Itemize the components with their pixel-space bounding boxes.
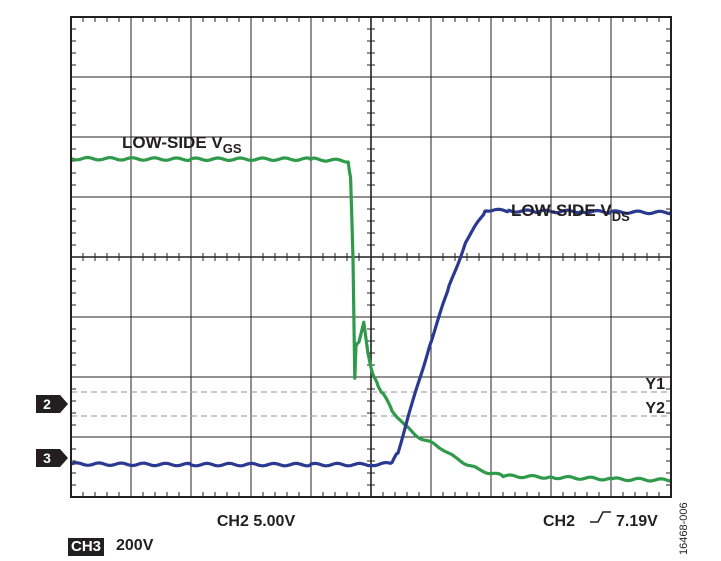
channel-marker-label: 2 bbox=[43, 396, 51, 412]
traces bbox=[70, 155, 672, 483]
ch2-scale-label: CH2 5.00V bbox=[217, 513, 296, 530]
cursor-label-y2: Y2 bbox=[645, 400, 665, 417]
trigger-level: 7.19V bbox=[616, 513, 658, 530]
channel-marker-2 bbox=[36, 395, 68, 413]
trigger-readout: CH2 7.19V bbox=[543, 511, 658, 530]
ch3-badge: CH3 bbox=[68, 538, 105, 556]
trace-label-gs: LOW-SIDE VGS bbox=[122, 133, 242, 156]
trace-gs bbox=[70, 155, 672, 483]
ch3-scale-label: 200V bbox=[116, 537, 154, 554]
trace-labels: LOW-SIDE VGS LOW-SIDE VDS bbox=[122, 133, 630, 224]
trace-ds bbox=[70, 207, 672, 468]
rising-edge-icon bbox=[590, 511, 611, 523]
trigger-channel: CH2 bbox=[543, 513, 575, 530]
figure-id: 16468-006 bbox=[678, 502, 690, 555]
trace-label-ds: LOW-SIDE VDS bbox=[511, 201, 630, 224]
cursor-label-y1: Y1 bbox=[645, 376, 665, 393]
channel-marker-3 bbox=[36, 449, 68, 467]
plot-frame bbox=[70, 16, 672, 498]
channel-markers: 23 bbox=[36, 395, 68, 467]
channel-marker-label: 3 bbox=[43, 450, 51, 466]
